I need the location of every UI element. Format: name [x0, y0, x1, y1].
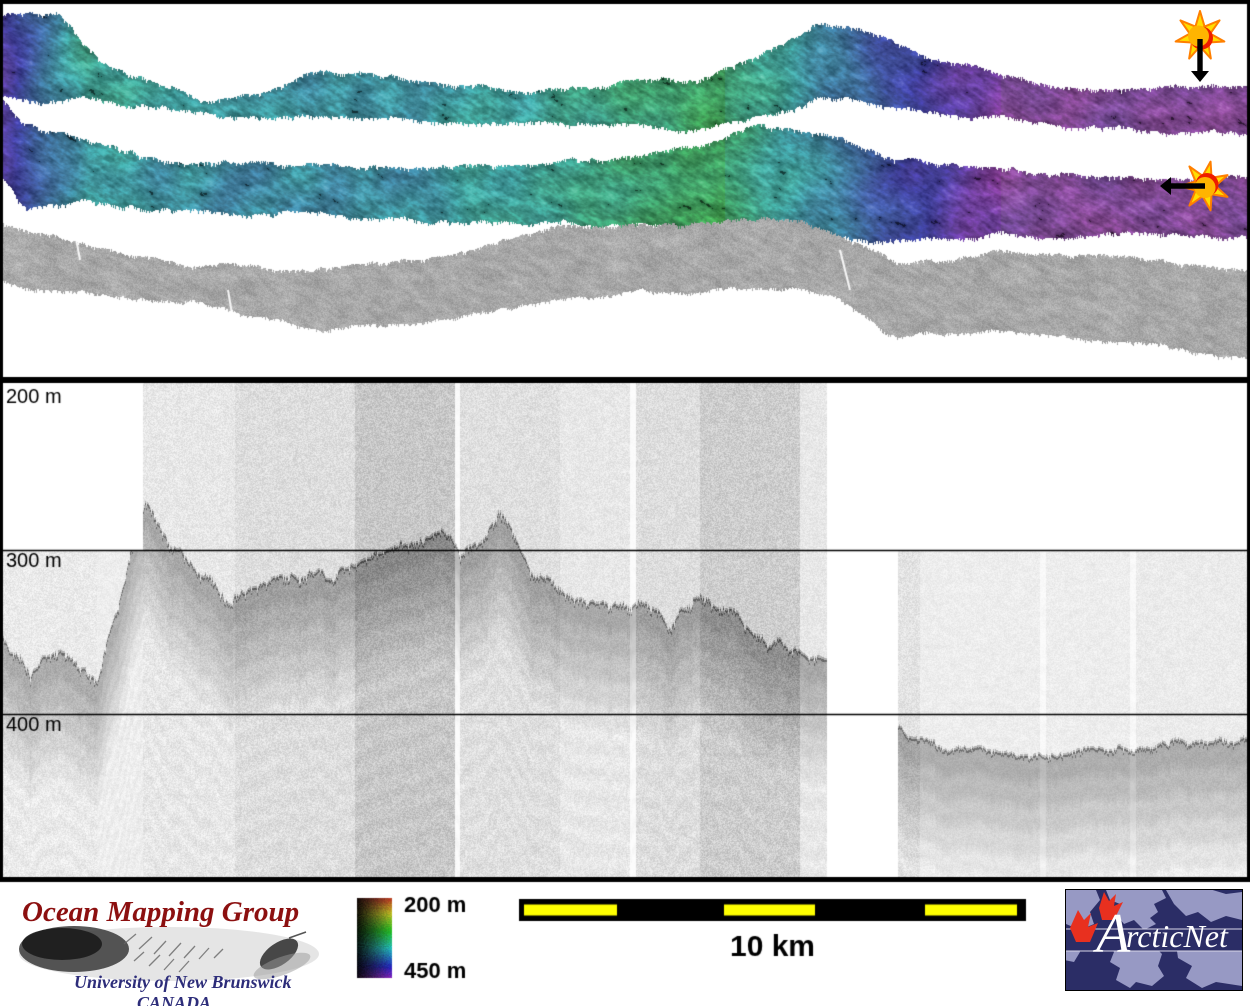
svg-text:rcticNet: rcticNet	[1126, 918, 1229, 954]
